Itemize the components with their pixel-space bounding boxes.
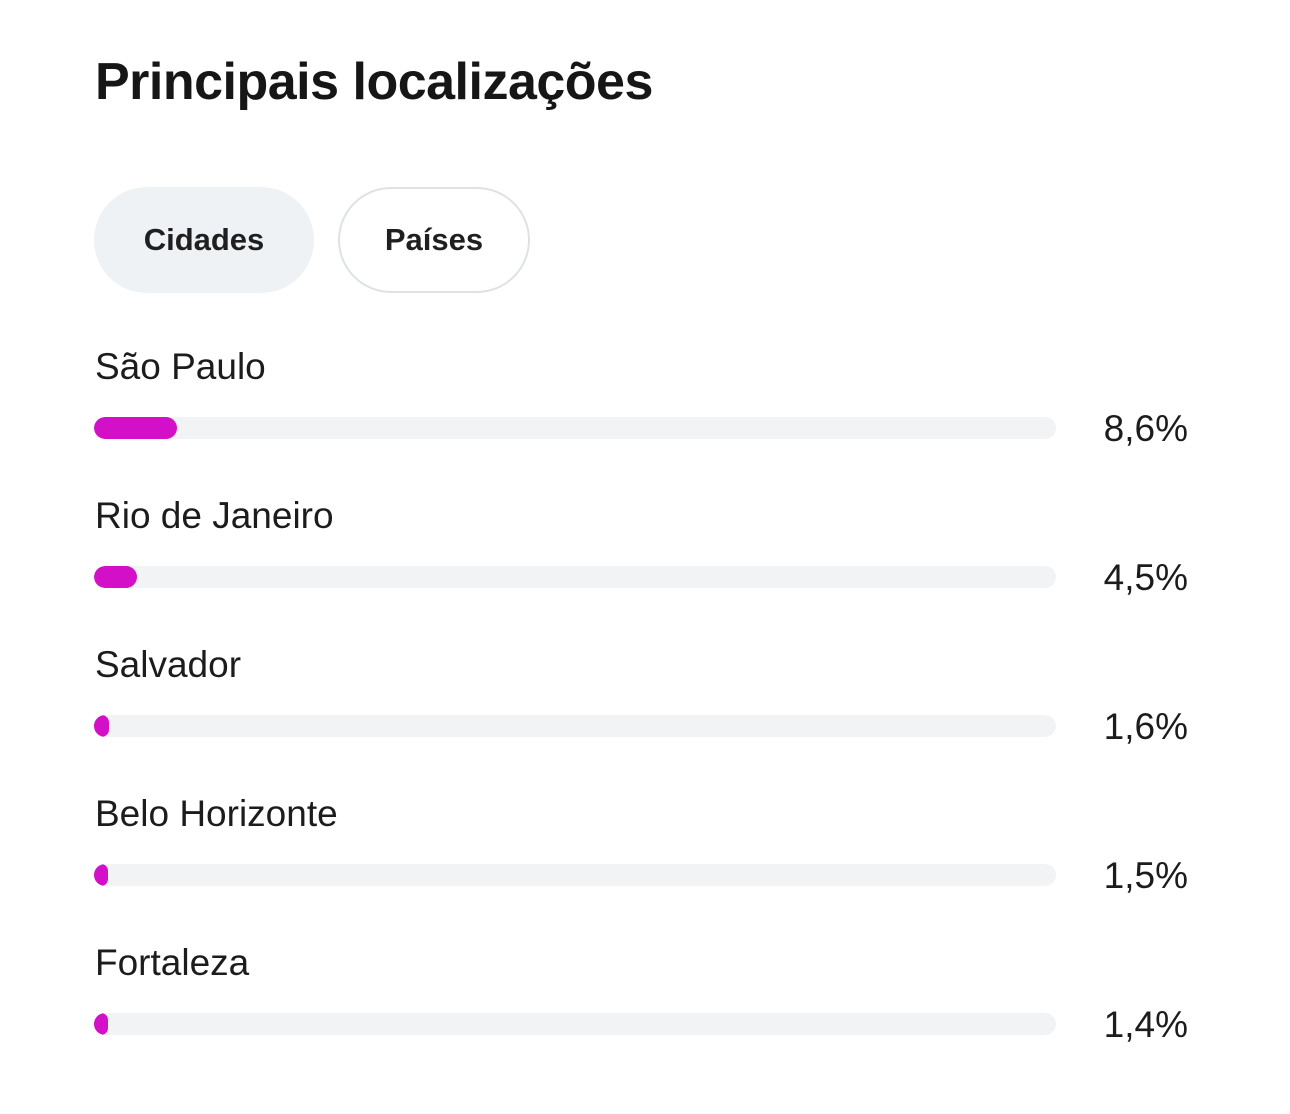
tab-countries[interactable]: Países — [338, 187, 530, 293]
location-percent: 1,4% — [1103, 1004, 1188, 1045]
progress-fill — [94, 864, 109, 886]
progress-track — [94, 417, 1056, 439]
list-item: Salvador 1,6% — [94, 638, 1204, 787]
location-percent: 4,5% — [1103, 557, 1188, 598]
section-title: Principais localizações — [95, 53, 653, 111]
progress-fill — [94, 566, 138, 588]
progress-track — [94, 715, 1056, 737]
location-name: Rio de Janeiro — [95, 495, 334, 536]
location-percent: 8,6% — [1103, 408, 1188, 449]
location-tabs: Cidades Países — [94, 187, 530, 293]
progress-fill — [94, 715, 110, 737]
location-name: Belo Horizonte — [95, 793, 338, 834]
progress-track — [94, 566, 1056, 588]
location-name: Salvador — [95, 644, 242, 685]
list-item: São Paulo 8,6% — [94, 340, 1204, 489]
location-name: São Paulo — [95, 346, 266, 387]
list-item: Fortaleza 1,4% — [94, 936, 1204, 1085]
progress-track — [94, 864, 1056, 886]
progress-fill — [94, 1013, 108, 1035]
location-name: Fortaleza — [95, 942, 250, 983]
location-percent: 1,5% — [1103, 855, 1188, 896]
progress-track — [94, 1013, 1056, 1035]
locations-list: São Paulo 8,6% Rio de Janeiro 4,5% Salva… — [94, 340, 1204, 1085]
location-percent: 1,6% — [1103, 706, 1188, 747]
list-item: Rio de Janeiro 4,5% — [94, 489, 1204, 638]
tab-cities[interactable]: Cidades — [94, 187, 314, 293]
progress-fill — [94, 417, 177, 439]
list-item: Belo Horizonte 1,5% — [94, 787, 1204, 936]
